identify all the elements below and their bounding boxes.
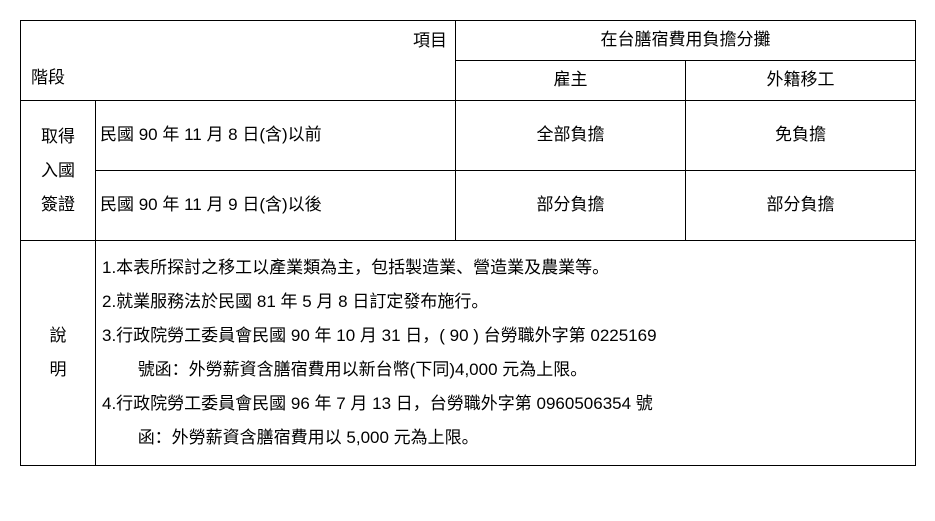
- note-item-cont: 函：外勞薪資含膳宿費用以 5,000 元為上限。: [102, 421, 905, 455]
- side-notes-line: 明: [23, 353, 93, 387]
- header-item-stage-cell: 項目 階段: [21, 21, 456, 101]
- side-visa-line: 取得: [23, 120, 93, 154]
- side-visa-line: 入國: [23, 154, 93, 188]
- period-cell: 民國 90 年 11 月 9 日(含)以後: [96, 171, 456, 241]
- header-burden-title: 在台膳宿費用負擔分攤: [456, 21, 916, 61]
- note-item: 2.就業服務法於民國 81 年 5 月 8 日訂定發布施行。: [102, 285, 905, 319]
- table-header-row-1: 項目 階段 在台膳宿費用負擔分攤: [21, 21, 916, 61]
- side-visa-label: 取得 入國 簽證: [21, 101, 96, 241]
- note-item: 1.本表所探討之移工以產業類為主，包括製造業、營造業及農業等。: [102, 251, 905, 285]
- fee-burden-table: 項目 階段 在台膳宿費用負擔分攤 雇主 外籍移工 取得 入國 簽證 民國 90 …: [20, 20, 916, 466]
- employer-cell: 部分負擔: [456, 171, 686, 241]
- side-notes-line: 說: [23, 319, 93, 353]
- migrant-cell: 部分負擔: [686, 171, 916, 241]
- table-row: 民國 90 年 11 月 9 日(含)以後 部分負擔 部分負擔: [21, 171, 916, 241]
- side-notes-label: 說 明: [21, 241, 96, 466]
- migrant-cell: 免負擔: [686, 101, 916, 171]
- header-stage-label: 階段: [31, 62, 65, 94]
- header-employer: 雇主: [456, 61, 686, 101]
- header-migrant: 外籍移工: [686, 61, 916, 101]
- note-item-cont: 號函：外勞薪資含膳宿費用以新台幣(下同)4,000 元為上限。: [102, 353, 905, 387]
- fee-burden-table-container: 項目 階段 在台膳宿費用負擔分攤 雇主 外籍移工 取得 入國 簽證 民國 90 …: [20, 20, 915, 466]
- note-item: 3.行政院勞工委員會民國 90 年 10 月 31 日，( 90 ) 台勞職外字…: [102, 319, 905, 353]
- employer-cell: 全部負擔: [456, 101, 686, 171]
- period-cell: 民國 90 年 11 月 8 日(含)以前: [96, 101, 456, 171]
- header-item-label: 項目: [413, 25, 447, 57]
- table-row: 取得 入國 簽證 民國 90 年 11 月 8 日(含)以前 全部負擔 免負擔: [21, 101, 916, 171]
- notes-cell: 1.本表所探討之移工以產業類為主，包括製造業、營造業及農業等。 2.就業服務法於…: [96, 241, 916, 466]
- side-visa-line: 簽證: [23, 188, 93, 222]
- table-notes-row: 說 明 1.本表所探討之移工以產業類為主，包括製造業、營造業及農業等。 2.就業…: [21, 241, 916, 466]
- note-item: 4.行政院勞工委員會民國 96 年 7 月 13 日，台勞職外字第 096050…: [102, 387, 905, 421]
